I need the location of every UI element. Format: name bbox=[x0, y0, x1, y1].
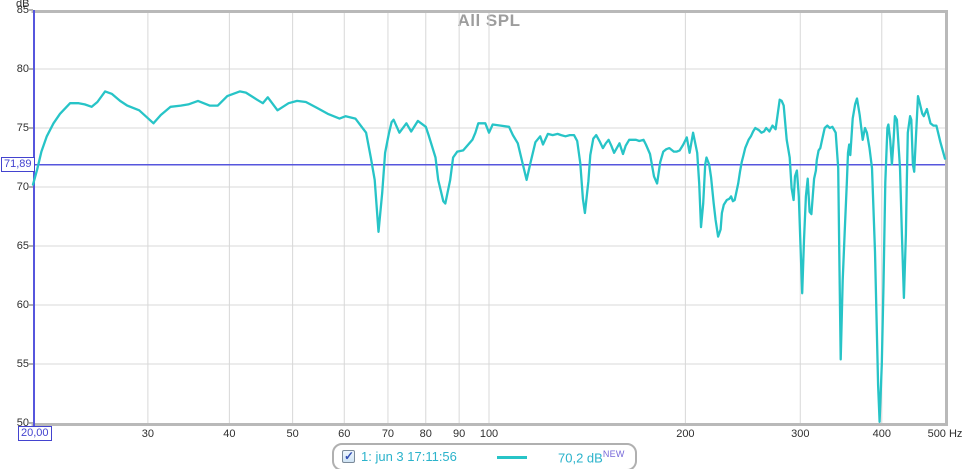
y-axis-unit-label: dB bbox=[16, 0, 30, 10]
x-tick-label-70: 70 bbox=[381, 428, 395, 440]
trace-color-sample bbox=[497, 456, 527, 459]
y-tick-label-60: 60 bbox=[16, 299, 29, 311]
x-tick-label-80: 80 bbox=[419, 428, 432, 440]
y-tick-label-65: 65 bbox=[16, 240, 29, 252]
cursor-value-text: 70,2 dB bbox=[558, 450, 603, 466]
x-tick-label-90: 90 bbox=[453, 428, 466, 440]
legend: 1: jun 3 17:11:56 70,2 dBNEW bbox=[332, 443, 637, 469]
x-tick-label-30: 30 bbox=[141, 428, 154, 440]
cursor-frequency-readout[interactable]: 20,00 bbox=[18, 426, 52, 441]
y-tick-label-80: 80 bbox=[16, 63, 29, 75]
x-tick-label-50: 50 bbox=[286, 428, 299, 440]
y-tick-label-70: 70 bbox=[16, 181, 29, 193]
y-tick-label-75: 75 bbox=[16, 122, 29, 134]
cursor-level-readout[interactable]: 71,89 bbox=[1, 156, 35, 172]
x-tick-label-400: 400 bbox=[872, 428, 891, 440]
x-tick-label-200: 200 bbox=[676, 428, 695, 440]
measurement-label[interactable]: 1: jun 3 17:11:56 bbox=[361, 449, 457, 464]
x-tick-label-60: 60 bbox=[338, 428, 351, 440]
x-tick-label-300: 300 bbox=[791, 428, 810, 440]
y-tick-label-85: 85 bbox=[16, 4, 29, 16]
spl-trace-1 bbox=[31, 90, 947, 423]
new-badge: NEW bbox=[602, 449, 625, 459]
y-tick-label-55: 55 bbox=[16, 358, 29, 370]
x-tick-label-500: 500 Hz bbox=[927, 428, 963, 440]
cursor-value-readout: 70,2 dBNEW bbox=[558, 449, 625, 465]
x-tick-label-100: 100 bbox=[479, 428, 499, 440]
x-tick-label-40: 40 bbox=[223, 428, 236, 440]
measurement-checkbox[interactable] bbox=[342, 449, 355, 463]
